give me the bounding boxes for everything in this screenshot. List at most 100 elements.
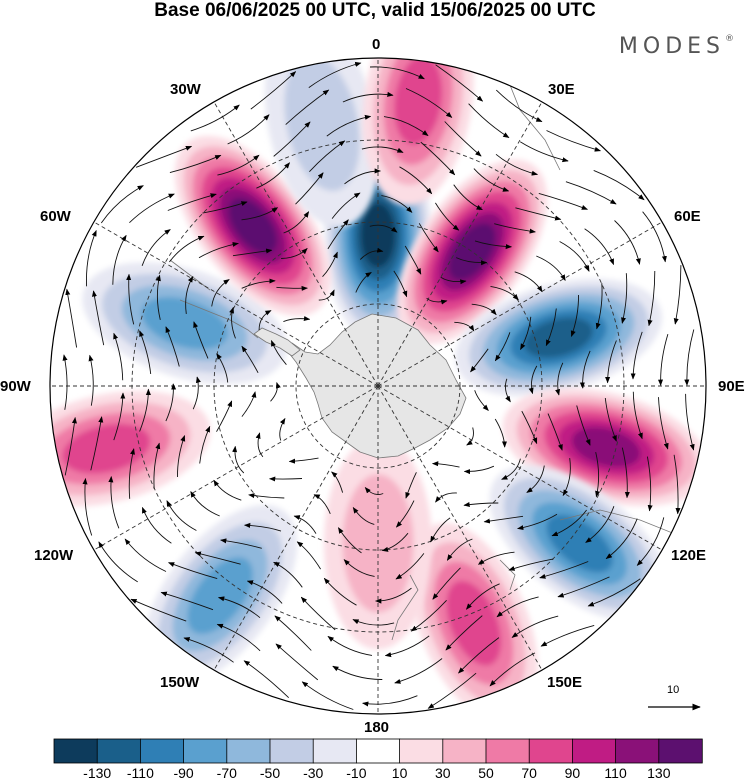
colorbar-swatch	[226, 738, 271, 764]
wind-arrow	[185, 275, 194, 314]
neg-anomaly-60e	[455, 278, 662, 397]
wind-arrow	[167, 193, 217, 211]
wind-arrow	[332, 665, 383, 680]
wind-vectors	[62, 61, 695, 710]
wind-arrow	[557, 576, 610, 598]
lon-label-180: 180	[364, 719, 390, 736]
colorbar-tick-label: 70	[521, 765, 537, 781]
wind-arrow	[405, 472, 417, 499]
wind-arrow	[129, 193, 175, 224]
wind-arrow	[444, 121, 482, 157]
wind-arrow	[296, 541, 321, 570]
colorbar-swatch	[658, 738, 703, 764]
wind-arrow	[446, 538, 473, 561]
wind-arrow	[139, 388, 151, 432]
wind-arrow	[394, 658, 443, 684]
wind-arrow	[124, 538, 167, 572]
wind-arrow	[192, 376, 201, 410]
wind-arrow	[216, 353, 229, 383]
wind-arrow	[98, 541, 138, 583]
colorbar-tick-label: 130	[647, 765, 671, 781]
wind-arrow	[435, 492, 457, 503]
colorbar-swatch	[528, 738, 574, 764]
wind-arrow	[520, 316, 532, 351]
wind-arrow	[88, 354, 94, 406]
wind-arrow	[283, 211, 310, 234]
wind-arrow	[65, 288, 78, 348]
wind-arrow	[685, 393, 695, 451]
wind-arrow	[190, 104, 240, 132]
wind-arrow	[82, 477, 93, 536]
wind-arrow	[323, 577, 357, 606]
wind-arrow	[526, 465, 545, 493]
wind-arrow	[128, 448, 135, 499]
wind-arrow	[604, 397, 617, 442]
wind-arrow	[483, 515, 524, 524]
wind-arrow	[504, 378, 511, 403]
wind-arrow	[359, 247, 384, 260]
wind-arrow	[275, 643, 319, 681]
wind-arrow	[395, 553, 425, 580]
wind-arrow	[326, 114, 372, 137]
wind-arrow	[273, 121, 311, 157]
wind-arrow	[445, 615, 483, 651]
wind-arrow	[216, 400, 233, 432]
wind-arrow	[361, 146, 404, 153]
wind-arrow	[342, 91, 394, 103]
wind-arrow	[281, 247, 308, 259]
wind-arrow	[229, 306, 236, 339]
new-zealand-coast	[391, 574, 419, 641]
wind-arrow	[369, 66, 425, 80]
pos-anomaly-30e	[396, 159, 548, 344]
wind-arrow	[453, 184, 483, 211]
wind-arrow	[584, 228, 615, 266]
wind-arrow	[193, 321, 209, 359]
wind-arrow	[355, 272, 372, 293]
wind-arrow	[496, 596, 539, 618]
wind-arrow	[538, 192, 588, 210]
meridian-line	[213, 101, 379, 387]
wind-arrow	[576, 405, 591, 446]
lon-label-30w: 30W	[170, 81, 201, 98]
colorbar-tick-label: -50	[259, 765, 281, 781]
wind-arrow	[64, 416, 77, 476]
wind-arrow	[381, 195, 413, 213]
wind-arrow	[362, 695, 418, 707]
wind-arrow	[113, 332, 124, 381]
wind-arrow	[288, 457, 319, 464]
meridian-line	[377, 385, 663, 551]
wind-arrow	[183, 637, 234, 663]
wind-arrow	[258, 310, 272, 331]
wind-arrow	[562, 458, 571, 497]
wind-arrow	[427, 672, 477, 709]
colorbar	[53, 738, 703, 764]
wind-arrow	[551, 509, 587, 537]
map-border	[49, 57, 707, 715]
modes-logo-text: MODES	[618, 34, 725, 59]
graticule	[50, 58, 706, 714]
wind-arrow	[301, 681, 354, 710]
wind-arrow	[283, 316, 311, 323]
wind-arrow	[587, 578, 641, 607]
wind-arrow	[404, 245, 422, 275]
wind-arrow	[621, 447, 630, 499]
wind-arrow	[579, 350, 591, 389]
wind-arrow	[91, 290, 105, 346]
wind-arrow	[495, 89, 543, 123]
wind-arrow	[331, 471, 344, 493]
wind-arrow	[194, 551, 241, 565]
colorbar-tick-label: -130	[83, 765, 112, 781]
wind-arrow	[369, 224, 398, 233]
wind-arrow	[169, 235, 205, 263]
wind-arrow	[456, 257, 488, 266]
wind-arrow	[352, 619, 395, 626]
wind-arrow	[393, 270, 408, 298]
wind-arrow	[420, 141, 456, 176]
wind-arrow	[322, 251, 338, 278]
wind-arrow	[517, 513, 558, 531]
wind-arrow	[274, 615, 312, 651]
wind-arrow	[595, 451, 601, 498]
lon-label-90e: 90E	[718, 378, 745, 395]
vector-scale-label: 10	[667, 684, 680, 696]
